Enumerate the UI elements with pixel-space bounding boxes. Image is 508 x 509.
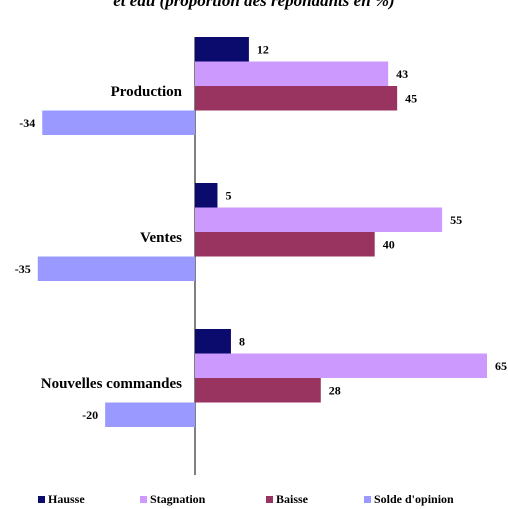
- data-label-solde-d-opinion-ventes: -35: [15, 262, 31, 276]
- legend-label-stagnation: Stagnation: [150, 492, 206, 506]
- bar-stagnation-production: [195, 61, 389, 86]
- bar-stagnation-ventes: [195, 207, 443, 232]
- legend-swatch-solde-d-opinion: [364, 496, 371, 503]
- category-label-nouvelles-commandes: Nouvelles commandes: [41, 376, 182, 392]
- legend-swatch-hausse: [38, 496, 45, 503]
- data-label-solde-d-opinion-production: -34: [19, 116, 35, 130]
- legend-label-solde-d-opinion: Solde d'opinion: [374, 492, 454, 506]
- legend-label-baisse: Baisse: [276, 492, 309, 506]
- bar-baisse-production: [195, 86, 398, 111]
- chart-title: et eau (proportion des répondants en %): [113, 0, 395, 10]
- bar-baisse-nouvelles-commandes: [195, 378, 321, 403]
- category-label-production: Production: [111, 84, 183, 100]
- data-label-baisse-ventes: 40: [383, 237, 395, 251]
- legend-swatch-baisse: [266, 496, 273, 503]
- category-label-ventes: Ventes: [140, 230, 182, 246]
- data-label-hausse-nouvelles-commandes: 8: [239, 334, 245, 348]
- data-label-stagnation-nouvelles-commandes: 65: [495, 359, 507, 373]
- bar-solde-d-opinion-production: [42, 110, 196, 135]
- bar-hausse-production: [195, 37, 249, 62]
- data-label-stagnation-production: 43: [396, 67, 408, 81]
- bar-solde-d-opinion-nouvelles-commandes: [105, 402, 195, 427]
- data-label-baisse-production: 45: [405, 91, 417, 105]
- data-label-baisse-nouvelles-commandes: 28: [329, 383, 341, 397]
- data-label-hausse-production: 12: [257, 42, 269, 56]
- bar-stagnation-nouvelles-commandes: [195, 353, 487, 378]
- bar-baisse-ventes: [195, 232, 375, 257]
- bar-solde-d-opinion-ventes: [37, 256, 196, 281]
- legend-label-hausse: Hausse: [48, 492, 85, 506]
- legend-swatch-stagnation: [140, 496, 147, 503]
- bar-hausse-nouvelles-commandes: [195, 329, 231, 354]
- bar-hausse-ventes: [195, 183, 218, 208]
- data-label-hausse-ventes: 5: [225, 188, 231, 202]
- data-label-solde-d-opinion-nouvelles-commandes: -20: [82, 408, 98, 422]
- data-label-stagnation-ventes: 55: [450, 213, 462, 227]
